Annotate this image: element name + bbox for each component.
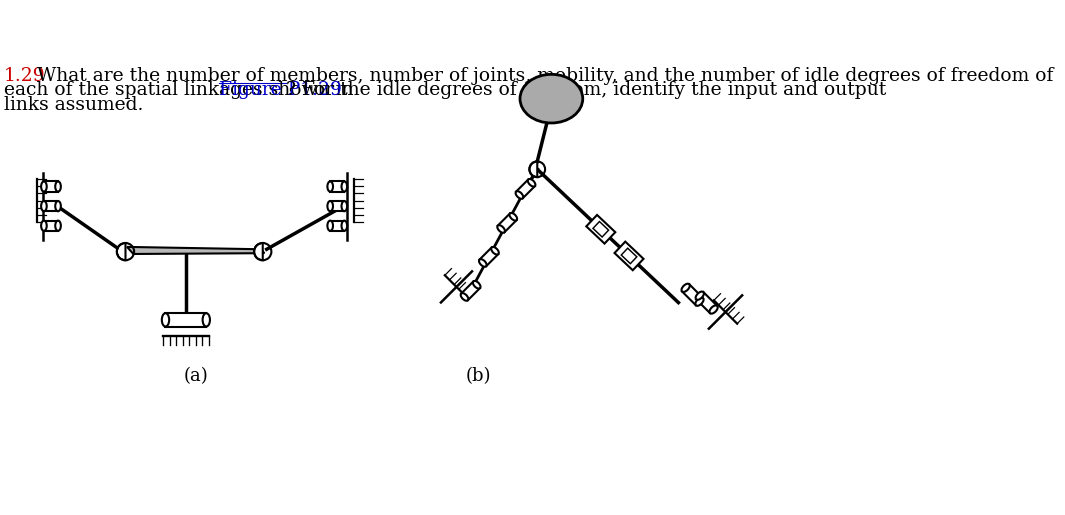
Polygon shape (127, 247, 264, 254)
Polygon shape (497, 213, 517, 232)
Ellipse shape (461, 293, 469, 301)
Text: (b): (b) (465, 367, 491, 385)
Polygon shape (165, 313, 207, 327)
Ellipse shape (528, 179, 536, 186)
Polygon shape (615, 242, 643, 270)
Text: What are the number of members, number of joints, mobility, and the number of id: What are the number of members, number o… (31, 67, 1053, 85)
Ellipse shape (327, 201, 333, 211)
Ellipse shape (327, 181, 333, 192)
Polygon shape (330, 220, 344, 231)
Ellipse shape (42, 181, 47, 192)
Ellipse shape (695, 291, 704, 300)
Ellipse shape (473, 281, 480, 288)
Ellipse shape (202, 313, 210, 327)
Ellipse shape (342, 201, 347, 211)
Text: 1.29: 1.29 (4, 67, 46, 85)
Ellipse shape (42, 201, 47, 211)
Wedge shape (529, 161, 537, 177)
Polygon shape (44, 181, 58, 192)
Ellipse shape (55, 201, 61, 211)
Ellipse shape (42, 220, 47, 231)
Ellipse shape (515, 191, 523, 199)
Ellipse shape (327, 220, 333, 231)
Ellipse shape (695, 298, 704, 306)
Ellipse shape (497, 225, 505, 233)
Text: links assumed.: links assumed. (4, 96, 144, 113)
Ellipse shape (509, 213, 518, 220)
Polygon shape (330, 181, 344, 192)
Ellipse shape (709, 305, 718, 314)
Wedge shape (255, 243, 263, 260)
Ellipse shape (342, 220, 347, 231)
Ellipse shape (342, 181, 347, 192)
Ellipse shape (682, 284, 690, 292)
Polygon shape (682, 284, 703, 305)
Ellipse shape (55, 181, 61, 192)
Ellipse shape (162, 313, 169, 327)
Text: ? For the idle degrees of freedom, identify the input and output: ? For the idle degrees of freedom, ident… (286, 81, 886, 99)
Text: each of the spatial linkages shown in: each of the spatial linkages shown in (4, 81, 359, 99)
Polygon shape (697, 292, 717, 313)
Ellipse shape (520, 74, 583, 123)
Text: Figure P1.29: Figure P1.29 (218, 81, 342, 99)
Polygon shape (587, 215, 616, 244)
Ellipse shape (479, 259, 487, 267)
Polygon shape (479, 247, 498, 266)
Polygon shape (461, 281, 480, 300)
Polygon shape (517, 179, 535, 198)
Wedge shape (117, 243, 126, 260)
Polygon shape (330, 201, 344, 211)
Text: (a): (a) (183, 367, 209, 385)
Polygon shape (44, 220, 58, 231)
Ellipse shape (491, 247, 498, 254)
Polygon shape (44, 201, 58, 211)
Ellipse shape (55, 220, 61, 231)
